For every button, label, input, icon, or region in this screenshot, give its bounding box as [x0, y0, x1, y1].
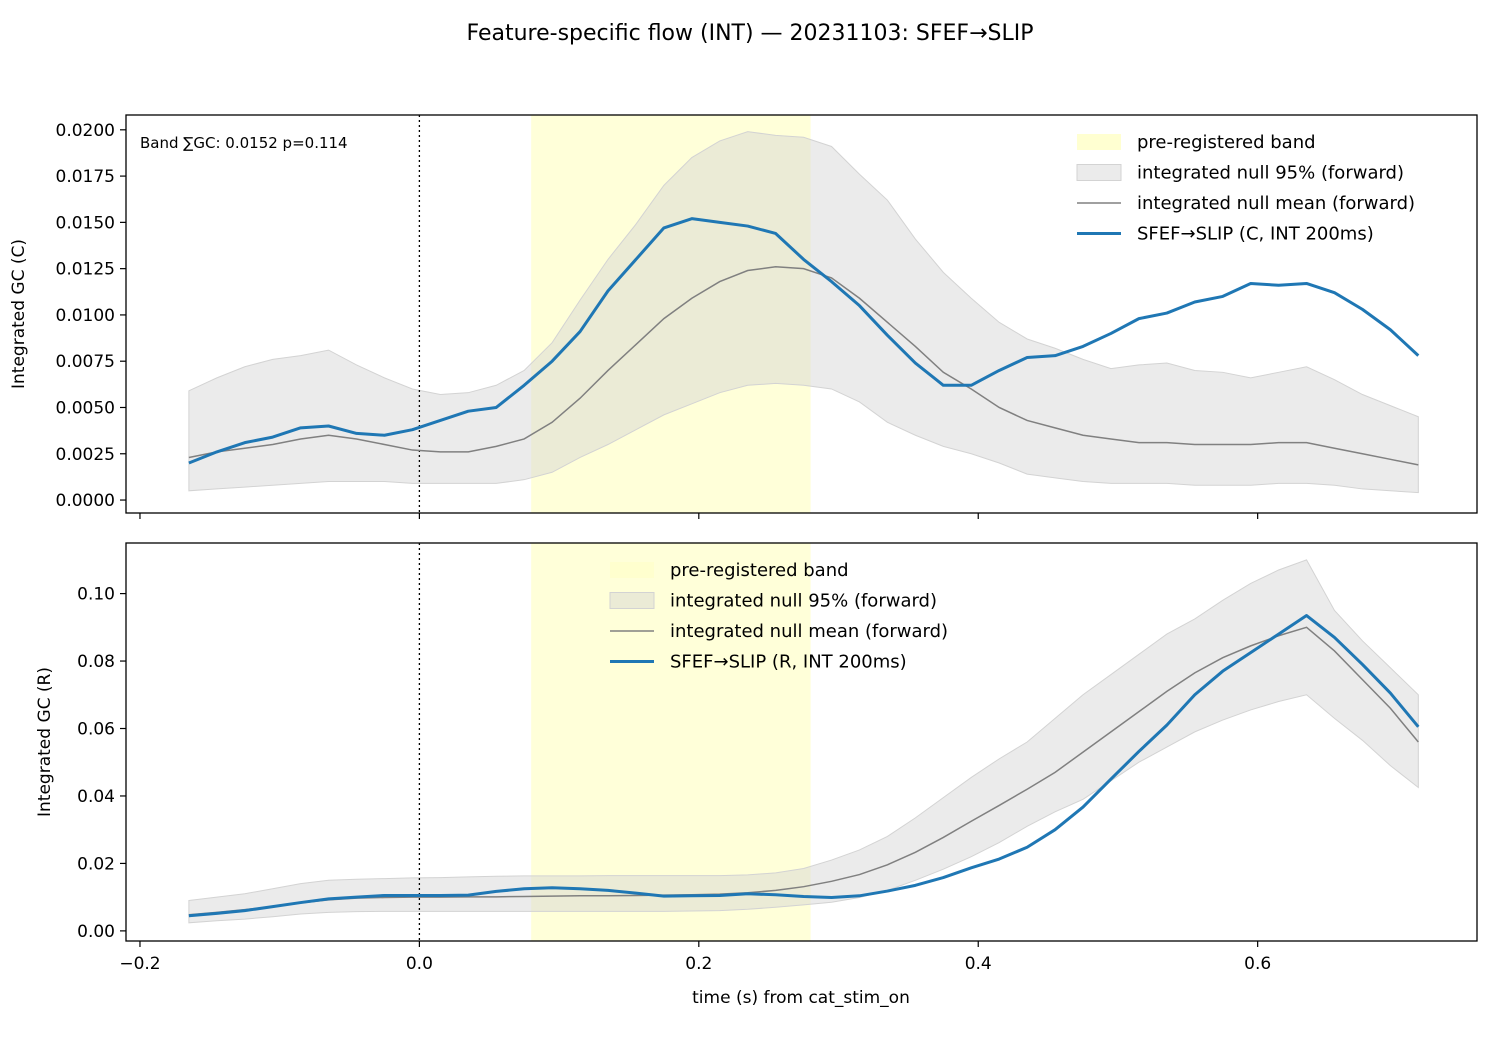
x-tick-label: 0.2: [685, 954, 712, 974]
bottom-y-tick-label: 0.00: [77, 922, 115, 942]
top-y-tick-label: 0.0100: [56, 306, 115, 326]
bottom-legend: pre-registered band integrated null 95% (…: [609, 560, 948, 673]
top-y-tick-label: 0.0000: [56, 491, 115, 511]
bottom-y-tick-label: 0.04: [77, 787, 115, 807]
top-y-tick-label: 0.0025: [56, 445, 115, 465]
top-series-line: [188, 217, 1420, 465]
x-tick-label: 0.6: [1244, 954, 1271, 974]
top-legend: pre-registered band integrated null 95% (…: [1076, 132, 1415, 245]
top-y-tick-label: 0.0150: [56, 213, 115, 233]
top-null-mean-line: [188, 266, 1419, 466]
legend-entry-label: SFEF→SLIP (C, INT 200ms): [1137, 224, 1374, 245]
bottom-plot-area: [188, 543, 1420, 941]
x-tick-label: 0.4: [965, 954, 992, 974]
bottom-null-mean-line: [188, 626, 1419, 916]
bottom-y-axis-label: Integrated GC (R): [35, 667, 55, 817]
legend-swatch-null-band: [1076, 164, 1122, 181]
top-y-tick-label: 0.0175: [56, 167, 115, 187]
x-axis-label: time (s) from cat_stim_on: [692, 988, 910, 1008]
legend-swatch-band: [1077, 134, 1121, 150]
top-plot-area: [188, 115, 1420, 513]
legend-entry-label: integrated null mean (forward): [670, 621, 948, 642]
top-annotation: Band ∑GC: 0.0152 p=0.114: [140, 134, 348, 152]
figure-title: Feature-specific flow (INT) — 20231103: …: [467, 21, 1034, 46]
x-tick-label: −0.2: [119, 954, 160, 974]
top-y-tick-label: 0.0125: [56, 260, 115, 280]
bottom-y-tick-label: 0.08: [77, 652, 115, 672]
legend-entry-label: integrated null 95% (forward): [670, 591, 937, 612]
bottom-axes-frame: [125, 542, 1478, 942]
top-axes-frame: [125, 114, 1478, 514]
top-y-tick-label: 0.0200: [56, 121, 115, 141]
bottom-y-tick-label: 0.02: [77, 854, 115, 874]
legend-entry-label: SFEF→SLIP (R, INT 200ms): [670, 652, 907, 673]
top-y-tick-label: 0.0050: [56, 398, 115, 418]
legend-swatch-band: [610, 562, 654, 578]
legend-entry-label: integrated null 95% (forward): [1137, 163, 1404, 184]
bottom-y-tick-label: 0.06: [77, 720, 115, 740]
legend-entry-label: pre-registered band: [670, 560, 849, 581]
panel-bottom: 0.00 0.02 0.04 0.06 0.08 0.10 −0.2 0.0 0.2 0.4 0.6…: [35, 542, 1478, 974]
bottom-pre-registered-band: [531, 543, 811, 941]
panel-top: 0.0000 0.0025 0.0050 0.0075 0.0100 0.0125 0.01…: [9, 114, 1478, 519]
top-y-tick-label: 0.0075: [56, 352, 115, 372]
legend-entry-label: integrated null mean (forward): [1137, 193, 1415, 214]
legend-entry-label: pre-registered band: [1137, 132, 1316, 153]
legend-swatch-null-band: [609, 592, 655, 609]
bottom-series-line: [188, 614, 1420, 918]
bottom-y-tick-label: 0.10: [77, 585, 115, 605]
bottom-null-band: [188, 559, 1419, 924]
top-null-band: [188, 131, 1419, 494]
x-tick-label: 0.0: [406, 954, 433, 974]
top-y-axis-label: Integrated GC (C): [9, 239, 29, 389]
